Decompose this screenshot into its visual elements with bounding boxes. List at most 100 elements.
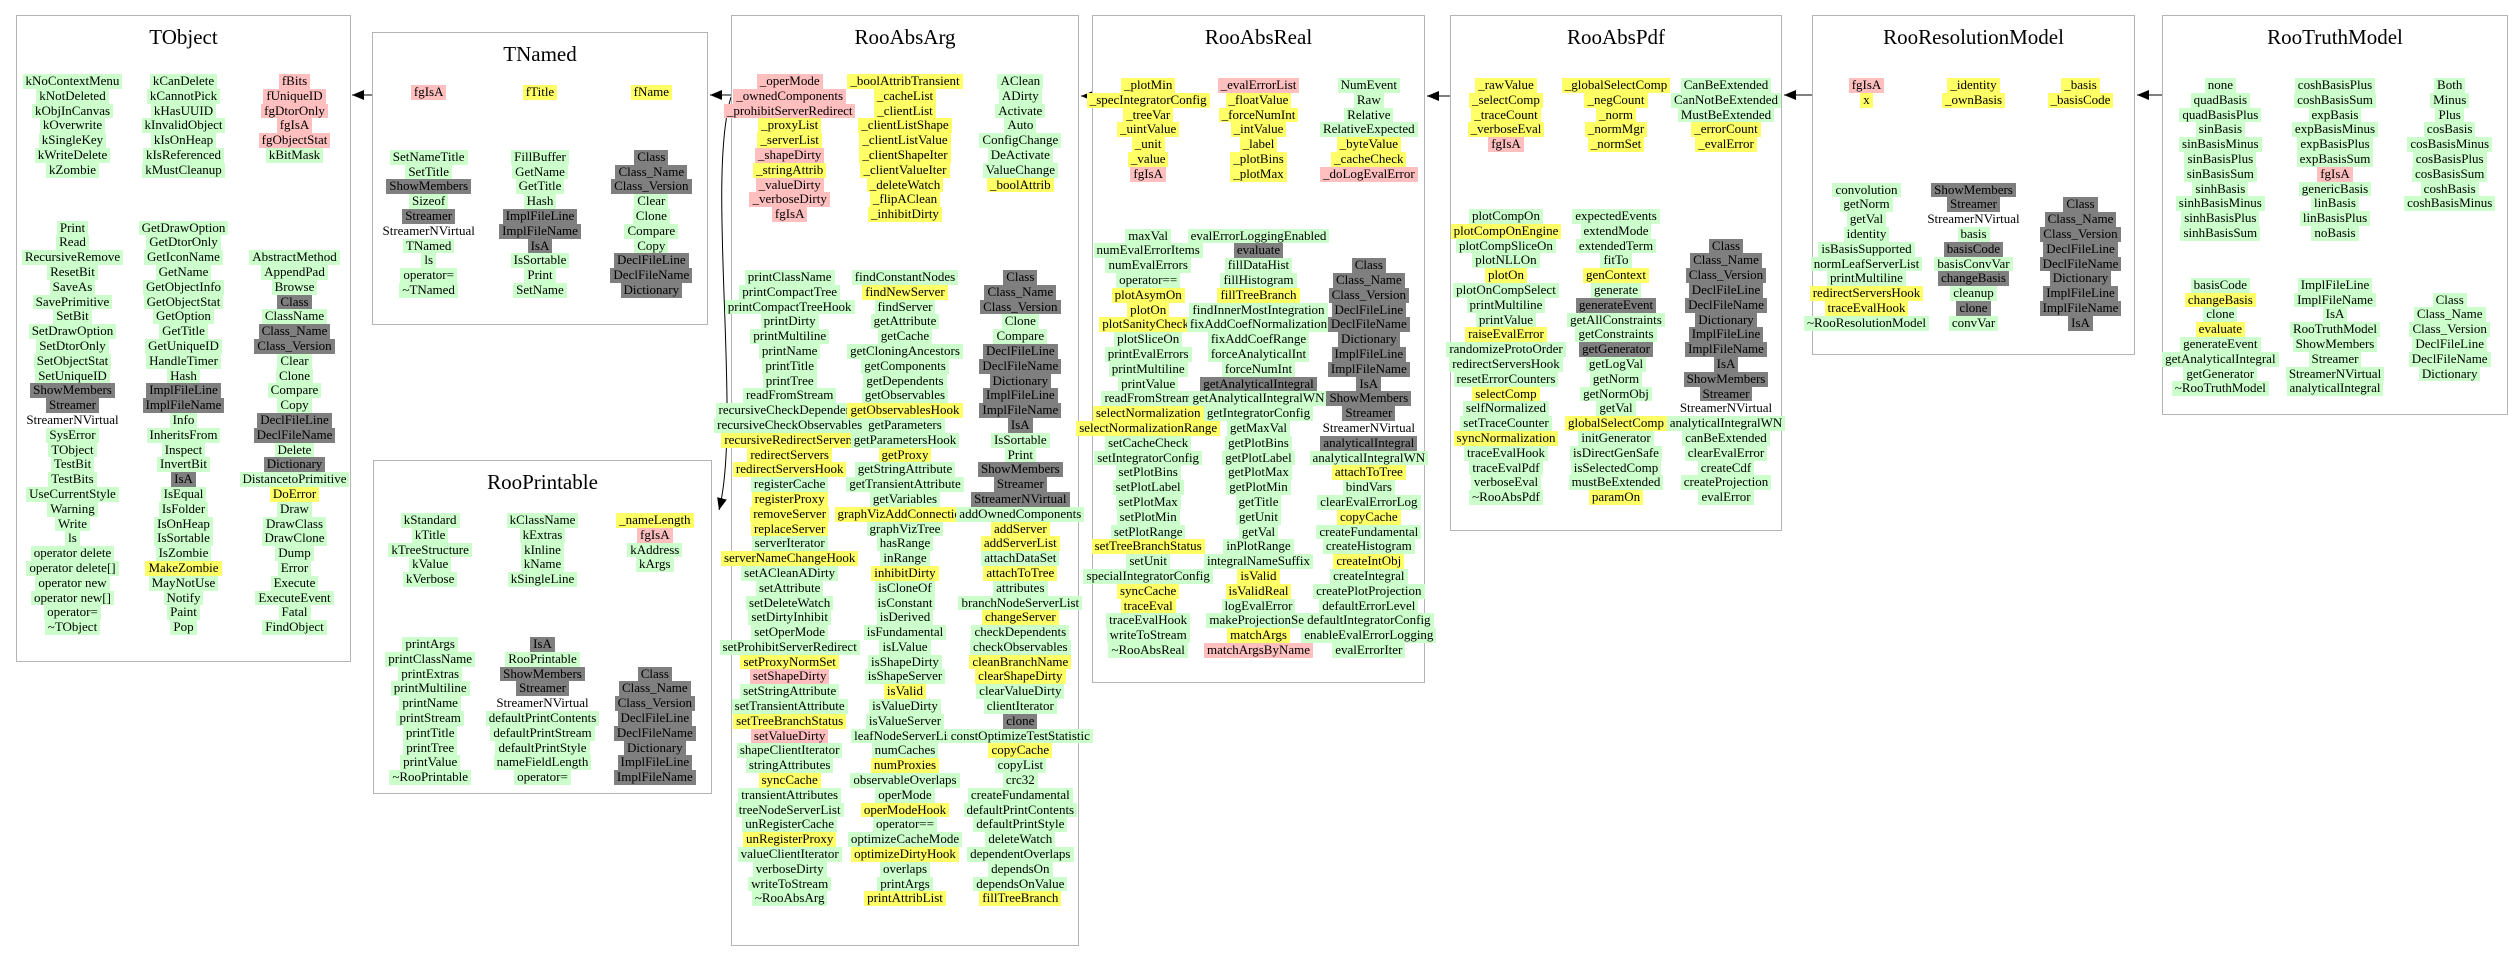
- member-label[interactable]: ValueChange: [982, 162, 1058, 178]
- member-label[interactable]: findNewServer: [862, 284, 948, 300]
- member-label[interactable]: evalError: [1698, 489, 1754, 505]
- member-label[interactable]: GetDtorOnly: [146, 235, 221, 251]
- member-label[interactable]: GetObjectStat: [143, 294, 224, 310]
- member-label[interactable]: AppendPad: [261, 264, 328, 280]
- member-label[interactable]: convVar: [1948, 315, 1999, 331]
- member-label[interactable]: InvertBit: [157, 457, 210, 473]
- member-label[interactable]: IsSortable: [990, 432, 1050, 448]
- member-label[interactable]: stringAttributes: [745, 757, 834, 774]
- member-label[interactable]: serverIterator: [751, 536, 828, 552]
- member-label[interactable]: defaultPrintContents: [485, 710, 600, 726]
- member-label[interactable]: basisCode: [2190, 277, 2251, 293]
- member-label[interactable]: ~RooResolutionModel: [1804, 315, 1929, 331]
- member-label[interactable]: SetObjectStat: [33, 353, 112, 369]
- member-label[interactable]: changeBasis: [2184, 292, 2256, 308]
- member-label[interactable]: generateEvent: [1575, 297, 1657, 313]
- member-label[interactable]: ADirty: [998, 88, 1042, 104]
- member-label[interactable]: fgIsA: [1488, 136, 1524, 152]
- member-label[interactable]: getVal: [1238, 524, 1279, 540]
- member-label[interactable]: _doLogEvalError: [1319, 166, 1418, 182]
- member-label[interactable]: DeclFileName: [2408, 351, 2491, 367]
- member-label[interactable]: CanBeExtended: [1680, 77, 1772, 93]
- member-label[interactable]: fTitle: [522, 84, 558, 100]
- member-label[interactable]: isSelectedComp: [1570, 460, 1662, 476]
- member-label[interactable]: isBasisSupported: [1818, 241, 1915, 257]
- member-label[interactable]: ImplFileName: [142, 397, 225, 413]
- member-label[interactable]: TestBits: [48, 471, 97, 487]
- member-label[interactable]: inPlotRange: [1223, 539, 1294, 555]
- member-label[interactable]: inhibitDirty: [871, 565, 939, 581]
- member-label[interactable]: expBasis: [2308, 107, 2362, 123]
- member-label[interactable]: AClean: [997, 73, 1044, 89]
- member-label[interactable]: plotSanityChecks: [1099, 317, 1198, 333]
- member-label[interactable]: kArgs: [636, 557, 674, 573]
- member-label[interactable]: ShowMembers: [1931, 182, 2016, 198]
- member-label[interactable]: TestBit: [50, 457, 95, 473]
- member-label[interactable]: _selectComp: [1469, 92, 1543, 108]
- member-label[interactable]: Class: [637, 666, 672, 682]
- member-label[interactable]: IsEqual: [160, 486, 207, 502]
- member-label[interactable]: isFundamental: [863, 624, 947, 640]
- member-label[interactable]: ImplFileName: [2294, 292, 2376, 308]
- member-label[interactable]: globalSelectComp: [1564, 415, 1668, 431]
- member-label[interactable]: Class_Name: [618, 681, 691, 697]
- member-label[interactable]: changeBasis: [1938, 271, 2009, 287]
- member-label[interactable]: IsSortable: [510, 253, 570, 269]
- member-label[interactable]: treeNodeServerList: [735, 802, 844, 818]
- member-label[interactable]: getAnalyticalIntegral: [1200, 376, 1317, 392]
- member-label[interactable]: getUnit: [1235, 509, 1281, 525]
- member-label[interactable]: _globalSelectComp: [1561, 77, 1671, 93]
- member-label[interactable]: getPlotMax: [1225, 465, 1292, 481]
- member-label[interactable]: getProxy: [878, 447, 932, 463]
- member-label[interactable]: IsA: [527, 238, 553, 254]
- member-label[interactable]: _norm: [1596, 107, 1636, 123]
- member-label[interactable]: sinBasisPlus: [2184, 151, 2257, 167]
- member-label[interactable]: createFundamental: [1316, 524, 1422, 540]
- member-label[interactable]: kInvalidObject: [141, 118, 226, 134]
- member-label[interactable]: basisConvVar: [1934, 256, 2013, 272]
- member-label[interactable]: printStream: [396, 710, 464, 726]
- member-label[interactable]: writeToStream: [1106, 627, 1190, 643]
- member-label[interactable]: DeclFileName: [253, 427, 336, 443]
- member-label[interactable]: Class: [1708, 238, 1744, 254]
- member-label[interactable]: _verboseEval: [1467, 122, 1545, 138]
- member-label[interactable]: randomizeProtoOrder: [1446, 341, 1566, 357]
- member-label[interactable]: kZombie: [46, 162, 99, 178]
- member-label[interactable]: ImplFileLine: [1331, 346, 1407, 362]
- member-label[interactable]: DrawClass: [262, 516, 327, 532]
- member-label[interactable]: matchArgs: [1227, 627, 1290, 643]
- member-label[interactable]: ~TNamed: [399, 282, 458, 298]
- member-label[interactable]: getIntegratorConfig: [1203, 405, 1314, 421]
- member-label[interactable]: fillTreeBranch: [979, 891, 1062, 907]
- member-label[interactable]: IsFolder: [158, 501, 209, 517]
- member-label[interactable]: ImplFileLine: [146, 383, 221, 399]
- member-label[interactable]: cleanBranchName: [969, 654, 1072, 670]
- member-label[interactable]: kIsOnHeap: [150, 132, 217, 148]
- member-label[interactable]: coshBasisPlus: [2294, 77, 2376, 93]
- member-label[interactable]: analyticalIntegralWN: [1309, 450, 1429, 466]
- member-label[interactable]: getObservables: [861, 388, 949, 404]
- member-label[interactable]: plotOn: [1127, 302, 1170, 318]
- member-label[interactable]: kInline: [521, 542, 564, 558]
- member-label[interactable]: copyCache: [988, 743, 1053, 759]
- member-label[interactable]: IsA: [171, 471, 196, 487]
- member-label[interactable]: kSingleLine: [507, 571, 578, 587]
- member-label[interactable]: operator delete: [30, 545, 115, 561]
- member-label[interactable]: SavePrimitive: [32, 294, 113, 310]
- member-label[interactable]: getObservablesHook: [847, 402, 963, 418]
- member-label[interactable]: setACleanADirty: [741, 565, 839, 581]
- member-label[interactable]: DoError: [269, 486, 320, 502]
- member-label[interactable]: _evalErrorList: [1217, 77, 1300, 93]
- member-label[interactable]: _traceCount: [1471, 107, 1541, 123]
- member-label[interactable]: linBasisPlus: [2299, 210, 2371, 226]
- member-label[interactable]: numEvalErrors: [1105, 257, 1191, 273]
- member-label[interactable]: ImplFileLine: [617, 755, 693, 771]
- member-label[interactable]: sinBasisMinus: [2179, 136, 2262, 152]
- member-label[interactable]: printCompactTreeHook: [724, 299, 855, 315]
- member-label[interactable]: fgIsA: [637, 527, 673, 543]
- member-label[interactable]: genericBasis: [2298, 181, 2372, 197]
- member-label[interactable]: operator=: [514, 769, 571, 785]
- member-label[interactable]: kTitle: [411, 527, 449, 543]
- member-label[interactable]: Dictionary: [1338, 331, 1400, 347]
- member-label[interactable]: Fatal: [278, 604, 311, 621]
